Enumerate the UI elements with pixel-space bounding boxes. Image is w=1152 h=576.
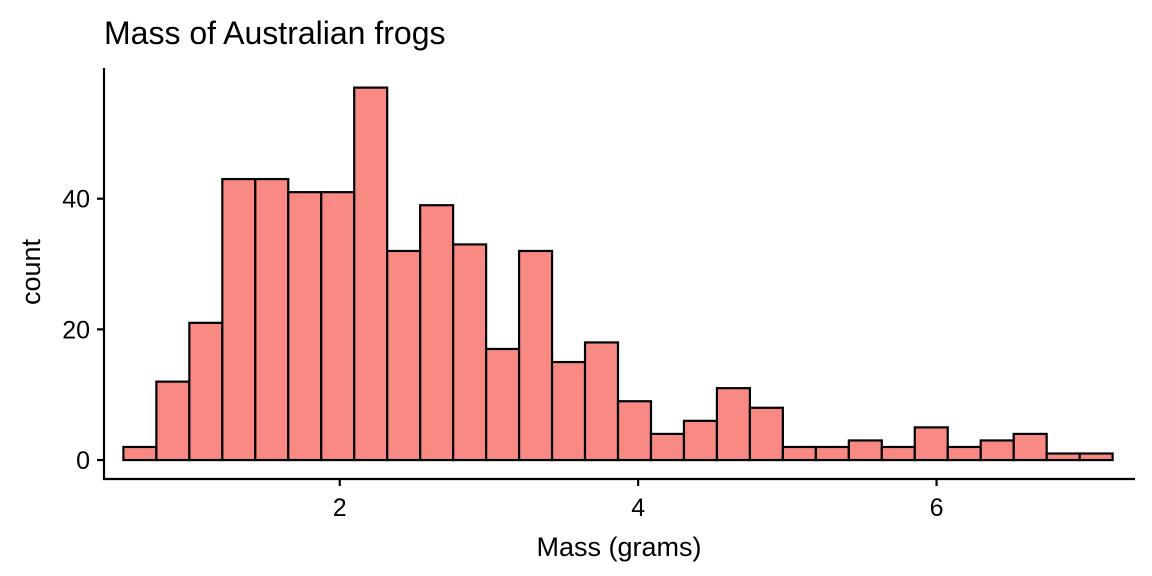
- chart-title: Mass of Australian frogs: [104, 15, 445, 51]
- histogram-bar: [550, 360, 587, 462]
- histogram-bar: [781, 445, 817, 462]
- histogram-bar: [353, 86, 389, 462]
- histogram-bar: [287, 191, 323, 462]
- y-tick-label: 0: [76, 447, 90, 475]
- histogram-bar: [847, 439, 883, 462]
- histogram-bar: [748, 406, 784, 462]
- y-tick-label: 40: [62, 186, 90, 214]
- y-axis-title: count: [16, 238, 46, 305]
- x-ticks-group: 2 4 6: [333, 479, 944, 522]
- bars-group: [122, 86, 1114, 462]
- histogram-bar: [913, 426, 949, 462]
- histogram-bar: [682, 419, 719, 462]
- x-axis-title: Mass (grams): [536, 532, 701, 562]
- histogram-bar: [814, 445, 850, 462]
- histogram-bar: [649, 432, 686, 462]
- x-tick-label: 2: [333, 494, 347, 522]
- histogram-bar: [122, 445, 158, 462]
- histogram-bar: [517, 249, 554, 462]
- histogram-bar: [485, 347, 521, 462]
- histogram-bar: [254, 177, 290, 462]
- histogram-bar: [1078, 452, 1114, 462]
- histogram-bar: [1045, 452, 1081, 462]
- histogram-bar: [979, 439, 1015, 462]
- histogram-bar: [419, 204, 455, 462]
- histogram-bar: [155, 380, 191, 462]
- histogram-bar: [386, 249, 422, 462]
- histogram-bar: [616, 400, 653, 462]
- histogram-bar: [452, 243, 488, 462]
- x-tick-label: 6: [930, 494, 944, 522]
- x-tick-label: 4: [631, 494, 645, 522]
- axes-group: [102, 68, 1135, 481]
- histogram-bar: [320, 191, 356, 462]
- histogram-bar: [880, 445, 916, 462]
- histogram-bar: [715, 387, 751, 462]
- y-tick-label: 20: [62, 316, 90, 344]
- y-ticks-group: 0 20 40: [62, 186, 104, 475]
- histogram-bar: [946, 445, 982, 462]
- histogram-bar: [188, 321, 224, 462]
- histogram-bar: [221, 177, 257, 462]
- histogram-bar: [1012, 432, 1048, 462]
- histogram-bar: [583, 341, 620, 462]
